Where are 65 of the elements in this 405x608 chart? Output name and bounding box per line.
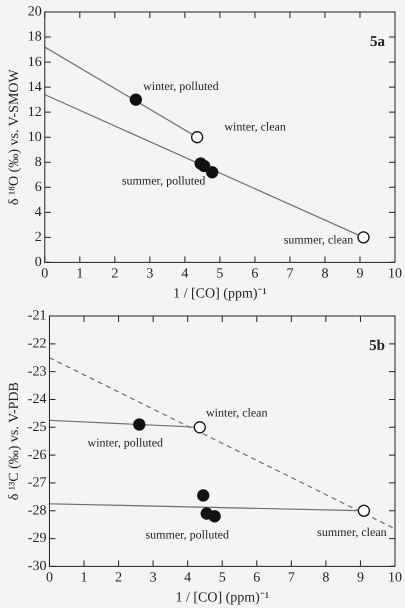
x-tick-label: 3 [150, 570, 157, 586]
y-tick-label: -29 [28, 531, 46, 546]
y-tick-label: 20 [28, 4, 42, 20]
y-tick-label: 6 [34, 180, 42, 195]
y-axis-title: δ ¹³C (‰) vs. V-PDB [7, 382, 22, 500]
x-tick-label: 7 [288, 570, 295, 586]
y-tick-label: -28 [28, 503, 46, 518]
y-tick-label: -26 [28, 448, 46, 463]
y-tick-label: 14 [28, 80, 42, 95]
x-tick-label: 9 [356, 570, 364, 586]
y-tick-label: 0 [34, 255, 42, 270]
point [206, 166, 218, 178]
y-tick-label: -27 [28, 476, 46, 491]
x-tick-label: 5 [218, 570, 226, 586]
annotation: winter, polluted [143, 78, 219, 93]
annotation: 5a [370, 34, 386, 50]
x-tick-label: 3 [146, 266, 154, 282]
y-tick-label: 8 [34, 154, 42, 170]
point [208, 510, 221, 522]
x-tick-label: 2 [111, 266, 118, 282]
x-tick-label: 2 [115, 570, 122, 586]
x-tick-label: 1 [76, 266, 84, 282]
y-tick-label: -23 [28, 364, 46, 380]
y-tick-label: 18 [28, 30, 42, 45]
x-axis-title: 1 / [CO] (ppm)⁻¹ [175, 590, 270, 606]
point [194, 421, 206, 434]
annotation: winter, clean [224, 119, 286, 134]
point [357, 231, 370, 244]
x-tick-label: 10 [388, 570, 402, 586]
x-tick-label: 9 [356, 266, 364, 282]
x-axis-title: 1 / [CO] (ppm)⁻¹ [173, 286, 267, 302]
point [130, 93, 142, 106]
x-tick-label: 7 [286, 266, 294, 282]
x-tick-label: 4 [184, 570, 192, 586]
annotation: winter, clean [206, 405, 268, 420]
y-tick-label: -30 [28, 559, 46, 574]
point [197, 489, 210, 502]
point [190, 131, 204, 144]
y-tick-label: 10 [28, 130, 42, 145]
point [133, 418, 146, 431]
y-tick-label: 4 [34, 204, 42, 220]
y-tick-label: 16 [28, 54, 42, 70]
annotation: summer, polluted [122, 174, 206, 188]
annotation: summer, polluted [145, 528, 229, 542]
x-tick-label: 6 [251, 266, 258, 282]
y-tick-label: 12 [28, 104, 42, 120]
y-tick-label: 2 [34, 230, 42, 246]
annotation: summer, clean [284, 232, 354, 247]
x-tick-label: 5 [216, 266, 224, 282]
annotation: 5b [369, 338, 385, 354]
x-tick-label: 8 [322, 570, 330, 586]
x-tick-label: 1 [80, 570, 88, 586]
y-tick-label: -21 [28, 308, 46, 324]
x-tick-label: 6 [253, 570, 260, 586]
annotation: summer, clean [317, 524, 387, 539]
point [198, 160, 210, 172]
x-tick-label: 8 [321, 266, 328, 282]
annotation: winter, polluted [88, 436, 164, 450]
y-tick-label: -25 [28, 420, 46, 435]
y-tick-label: -24 [28, 392, 46, 408]
x-tick-label: 10 [388, 266, 402, 282]
y-tick-label: -22 [28, 336, 46, 352]
point [358, 504, 370, 517]
x-tick-label: 4 [181, 266, 188, 282]
y-axis-title: δ ¹⁸O (‰) vs. V-SMOW [7, 68, 22, 206]
